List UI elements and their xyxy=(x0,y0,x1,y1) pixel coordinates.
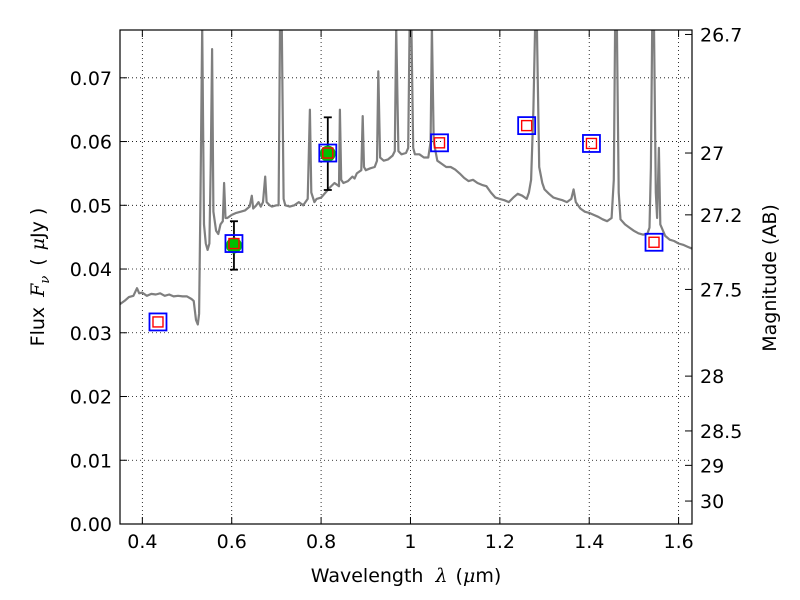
plot-frame xyxy=(119,29,693,525)
magnitude-axis-ticks: 26.7 27 27.2 27.5 28 28.5 29 30 xyxy=(685,24,742,513)
y-tick-label: 0.02 xyxy=(70,387,112,409)
magnitude-tick-label: 27.2 xyxy=(700,205,742,227)
y-axis-label: FluxFν(μJy) xyxy=(27,208,53,347)
y-tick-label: 0.04 xyxy=(70,259,112,281)
y-tick-label: 0.05 xyxy=(70,195,112,217)
magnitude-tick-label: 27.5 xyxy=(700,279,742,301)
model-points xyxy=(148,116,664,332)
model-square-inner xyxy=(228,237,240,250)
x-tick-label: 0.6 xyxy=(217,531,247,553)
x-tick-label: 0.4 xyxy=(127,531,157,553)
magnitude-tick-label: 26.7 xyxy=(700,24,742,46)
y-axis-ticks: 0.00 0.01 0.02 0.03 0.04 0.05 0.06 0.07 xyxy=(70,68,127,536)
model-square-outer xyxy=(582,134,601,153)
spectrum-layer xyxy=(120,30,692,326)
x-tick-label: 1.2 xyxy=(485,531,515,553)
y-tick-label: 0.01 xyxy=(70,450,112,472)
model-square-outer xyxy=(224,234,244,253)
y-tick-label: 0.07 xyxy=(70,68,112,90)
spectrum-line xyxy=(120,30,692,326)
x-tick-label: 1.6 xyxy=(663,531,693,553)
magnitude-tick-label: 28.5 xyxy=(700,421,742,443)
y-tick-label: 0.06 xyxy=(70,132,112,154)
model-square-outer xyxy=(148,312,168,332)
model-square-inner xyxy=(433,137,446,149)
x-tick-label: 1.4 xyxy=(574,531,604,553)
x-axis-ticks: 0.4 0.6 0.8 1 1.2 1.4 1.6 xyxy=(127,30,694,553)
model-square-inner xyxy=(648,236,660,248)
magnitude-tick-label: 30 xyxy=(700,491,724,513)
model-square-outer xyxy=(318,143,338,163)
model-square-outer xyxy=(430,133,449,153)
x-tick-label: 1 xyxy=(404,531,416,553)
model-square-inner xyxy=(322,147,334,159)
magnitude-tick-label: 28 xyxy=(700,366,724,388)
magnitude-tick-label: 27 xyxy=(700,143,724,165)
x-tick-label: 0.8 xyxy=(306,531,336,553)
model-square-inner xyxy=(520,119,533,132)
model-square-outer xyxy=(517,116,537,136)
y-tick-label: 0.00 xyxy=(70,514,112,536)
magnitude-tick-label: 29 xyxy=(700,455,724,477)
x-axis-label: Wavelength λ (μm) xyxy=(311,565,501,587)
model-square-inner xyxy=(152,316,164,328)
model-square-inner xyxy=(585,137,598,150)
y-tick-label: 0.03 xyxy=(70,323,112,345)
model-square-outer xyxy=(644,232,664,252)
magnitude-axis-label: Magnitude (AB) xyxy=(759,204,781,352)
